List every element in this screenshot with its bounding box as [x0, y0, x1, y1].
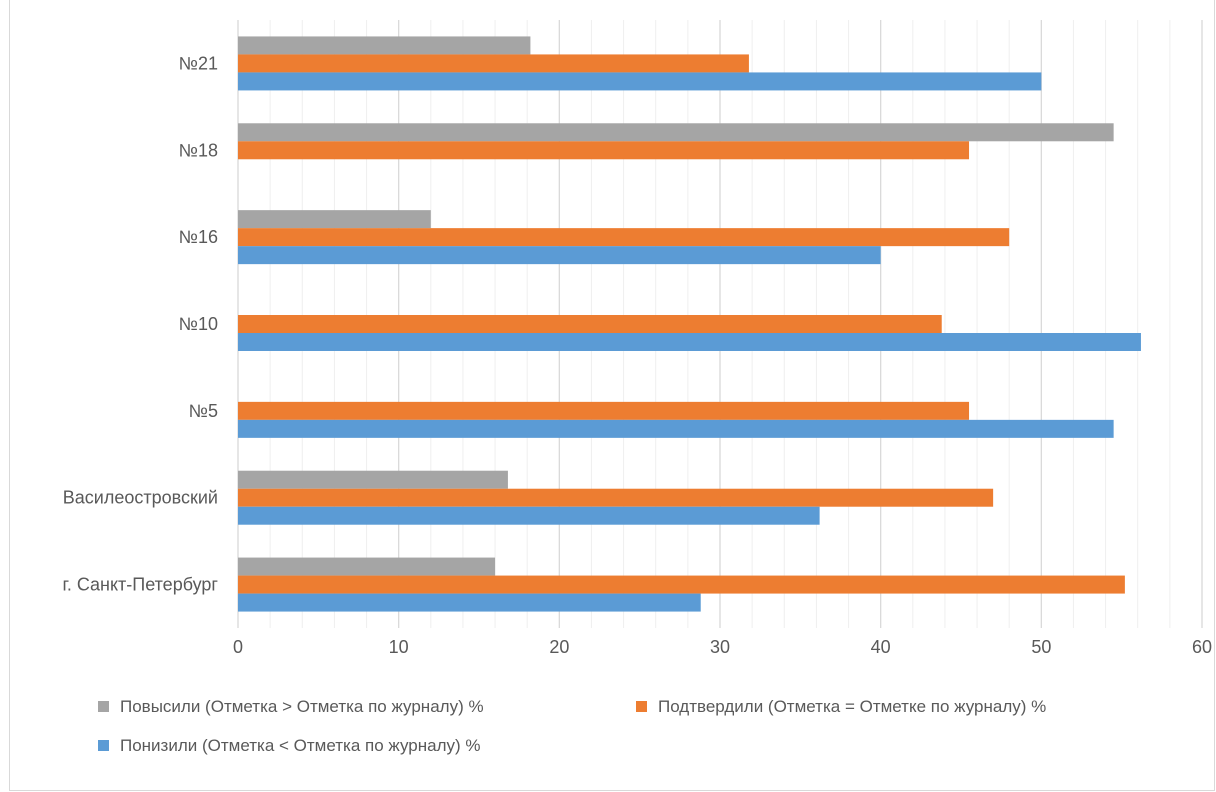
- legend-item: Подтвердили (Отметка = Отметке по журнал…: [636, 697, 1046, 716]
- legend-label: Повысили (Отметка > Отметка по журналу) …: [120, 697, 484, 716]
- bar: [238, 593, 701, 612]
- bar: [238, 401, 970, 420]
- bar: [238, 246, 881, 265]
- bar: [238, 419, 1114, 438]
- bar: [238, 141, 970, 160]
- legend-label: Понизили (Отметка < Отметка по журналу) …: [120, 736, 481, 755]
- bar: [238, 72, 1042, 91]
- bar: [238, 36, 531, 55]
- x-tick-label: 60: [1192, 637, 1212, 657]
- bar: [238, 488, 994, 507]
- category-label: №5: [189, 401, 218, 421]
- bar: [238, 333, 1141, 351]
- bar: [238, 315, 942, 333]
- x-tick-label: 10: [389, 637, 409, 657]
- bars: [238, 36, 1141, 612]
- category-label: №10: [179, 314, 218, 334]
- x-tick-label: 30: [710, 637, 730, 657]
- legend-item: Понизили (Отметка < Отметка по журналу) …: [98, 736, 481, 755]
- bar: [238, 506, 820, 525]
- category-labels: №21 №18 №16 №10 №5 Василеостровский г. Санкт-П…: [62, 53, 218, 594]
- bar: [238, 123, 1114, 142]
- legend-swatch: [98, 701, 109, 712]
- category-label: г. Санкт-Петербург: [62, 575, 218, 595]
- x-axis-tick-labels: 0 10 20 30 40 50 60: [233, 637, 1212, 657]
- bar-chart: №21 №18 №16 №10 №5 Василеостровский г. Санкт-П…: [62, 20, 1212, 755]
- bar: [238, 210, 431, 229]
- legend-swatch: [636, 701, 647, 712]
- category-label: №16: [179, 227, 218, 247]
- bar: [238, 228, 1010, 247]
- x-tick-label: 20: [549, 637, 569, 657]
- bar: [238, 575, 1125, 594]
- legend-swatch: [98, 740, 109, 751]
- legend-label: Подтвердили (Отметка = Отметке по журнал…: [658, 697, 1046, 716]
- legend: Повысили (Отметка > Отметка по журналу) …: [98, 697, 1046, 755]
- category-label: №18: [179, 140, 218, 160]
- x-tick-label: 50: [1031, 637, 1051, 657]
- category-label: №21: [179, 53, 218, 73]
- chart-container: №21 №18 №16 №10 №5 Василеостровский г. Санкт-П…: [9, 0, 1215, 791]
- bar: [238, 557, 496, 576]
- x-tick-label: 0: [233, 637, 243, 657]
- x-tick-label: 40: [871, 637, 891, 657]
- bar: [238, 54, 749, 73]
- legend-item: Повысили (Отметка > Отметка по журналу) …: [98, 697, 484, 716]
- bar: [238, 470, 508, 489]
- category-label: Василеостровский: [63, 488, 218, 508]
